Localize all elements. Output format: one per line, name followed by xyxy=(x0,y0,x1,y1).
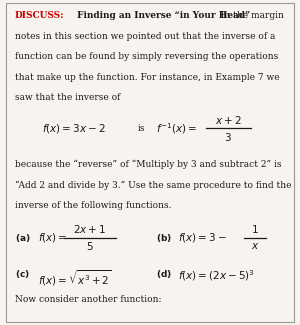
Text: $f(x) = \sqrt{x^3 + 2}$: $f(x) = \sqrt{x^3 + 2}$ xyxy=(38,268,111,288)
Text: $x$: $x$ xyxy=(251,241,259,251)
Text: because the “reverse” of “Multiply by 3 and subtract 2” is: because the “reverse” of “Multiply by 3 … xyxy=(15,160,281,169)
Text: $5$: $5$ xyxy=(86,240,94,252)
Text: Finding an Inverse “in Your Head”: Finding an Inverse “in Your Head” xyxy=(74,11,250,20)
Text: In the margin: In the margin xyxy=(214,11,284,20)
Text: “Add 2 and divide by 3.” Use the same procedure to find the: “Add 2 and divide by 3.” Use the same pr… xyxy=(15,180,292,189)
Text: is: is xyxy=(138,124,146,133)
Text: $f(x) = x^3 + 2x + 6$: $f(x) = x^3 + 2x + 6$ xyxy=(106,324,194,325)
Text: $f(x) = (2x - 5)^3$: $f(x) = (2x - 5)^3$ xyxy=(178,268,256,283)
Text: $\mathbf{(c)}$: $\mathbf{(c)}$ xyxy=(15,268,30,280)
Text: $2x + 1$: $2x + 1$ xyxy=(74,223,106,235)
Text: $1$: $1$ xyxy=(251,223,259,235)
Text: $\mathbf{(a)}$: $\mathbf{(a)}$ xyxy=(15,232,31,244)
Text: function can be found by simply reversing the operations: function can be found by simply reversin… xyxy=(15,52,278,61)
Text: inverse of the following functions.: inverse of the following functions. xyxy=(15,201,172,210)
Text: $\mathbf{(d)}$: $\mathbf{(d)}$ xyxy=(156,268,172,280)
Text: that make up the function. For instance, in Example 7 we: that make up the function. For instance,… xyxy=(15,73,280,82)
Text: $3$: $3$ xyxy=(224,131,232,143)
Text: $f(x) = 3 -$: $f(x) = 3 -$ xyxy=(178,231,227,244)
Text: $f(x) = 3x - 2$: $f(x) = 3x - 2$ xyxy=(42,122,106,135)
Text: $x + 2$: $x + 2$ xyxy=(215,114,241,126)
Text: notes in this section we pointed out that the inverse of a: notes in this section we pointed out tha… xyxy=(15,32,275,41)
Text: saw that the inverse of: saw that the inverse of xyxy=(15,93,120,102)
Text: Now consider another function:: Now consider another function: xyxy=(15,295,161,304)
Text: DISCUSS:: DISCUSS: xyxy=(15,11,64,20)
Text: $\mathbf{(b)}$: $\mathbf{(b)}$ xyxy=(156,232,172,244)
Text: $f^{-1}(x) =$: $f^{-1}(x) =$ xyxy=(156,121,197,136)
Text: $f(x) =$: $f(x) =$ xyxy=(38,231,67,244)
